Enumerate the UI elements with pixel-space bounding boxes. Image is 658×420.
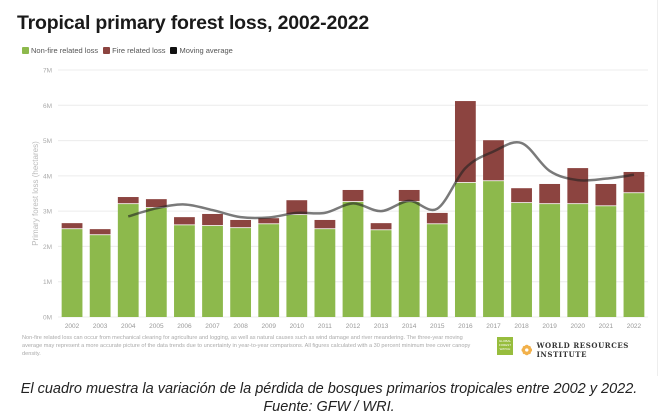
y-tick-label: 0M <box>43 315 52 322</box>
bar-non-fire <box>370 230 392 317</box>
caption: El cuadro muestra la variación de la pér… <box>0 380 658 416</box>
y-tick-label: 1M <box>43 279 52 286</box>
bar-fire <box>258 218 280 224</box>
y-tick-label: 5M <box>43 138 52 145</box>
bar-fire <box>623 171 645 193</box>
bar-fire <box>454 101 476 183</box>
bar-non-fire <box>511 203 532 317</box>
x-tick-label: 2007 <box>205 323 220 330</box>
x-tick-label: 2009 <box>261 323 276 330</box>
y-tick-label: 4M <box>43 173 52 180</box>
bar-fire <box>286 200 308 215</box>
bar-non-fire <box>145 207 167 317</box>
bar-fire <box>567 168 589 204</box>
legend-item-fire: Fire related loss <box>103 46 165 55</box>
y-tick-label: 6M <box>43 103 52 110</box>
bar-non-fire <box>623 193 645 317</box>
wri-text: WORLD RESOURCES INSTITUTE <box>536 341 629 359</box>
bar-non-fire <box>174 225 195 317</box>
bar-non-fire <box>539 204 561 317</box>
bar-fire <box>61 223 83 229</box>
bar-fire <box>145 199 167 208</box>
y-tick-label: 3M <box>43 209 52 216</box>
legend-item-moving-average: Moving average <box>170 46 233 55</box>
bar-fire <box>511 188 532 203</box>
y-axis-label: Primary forest loss (hectares) <box>31 141 40 246</box>
bar-non-fire <box>117 204 139 317</box>
gfw-logo: GLOBAL FOREST WATCH <box>497 337 513 355</box>
bar-fire <box>174 217 195 225</box>
x-tick-label: 2018 <box>514 323 529 330</box>
bar-fire <box>89 229 111 235</box>
chart-plot: 0M 1M 2M 3M 4M 5M 6M 7M Primary forest loss (hec… <box>31 68 648 330</box>
bar-fire <box>426 212 448 224</box>
x-tick-label: 2021 <box>599 323 614 330</box>
bar-non-fire <box>398 201 420 317</box>
x-tick-label: 2019 <box>542 323 557 330</box>
bar-non-fire <box>314 229 336 317</box>
x-tick-label: 2003 <box>93 323 108 330</box>
bar-non-fire <box>454 182 476 317</box>
x-tick-label: 2022 <box>627 323 642 330</box>
x-tick-label: 2013 <box>374 323 389 330</box>
x-tick-label: 2008 <box>233 323 248 330</box>
bar-fire <box>314 219 336 229</box>
bar-non-fire <box>258 224 280 317</box>
bar-non-fire <box>567 204 589 317</box>
bar-non-fire <box>230 228 252 317</box>
legend-swatch <box>22 47 29 54</box>
x-tick-label: 2011 <box>318 323 332 330</box>
bar-fire <box>117 197 139 204</box>
legend-label: Non-fire related loss <box>31 46 99 55</box>
legend-swatch <box>170 47 178 54</box>
wri-flower-icon <box>521 344 533 356</box>
x-tick-label: 2017 <box>486 323 501 330</box>
bar-non-fire <box>342 201 364 317</box>
bar-non-fire <box>202 225 223 317</box>
footnote: Non-fire related loss can occur from mec… <box>22 335 471 357</box>
x-tick-label: 2016 <box>458 323 473 330</box>
x-tick-label: 2015 <box>430 323 445 330</box>
caption-line-1: El cuadro muestra la variación de la pér… <box>20 381 638 397</box>
bar-fire <box>398 189 420 202</box>
bar-fire <box>202 213 223 226</box>
x-tick-label: 2005 <box>149 323 164 330</box>
bar-fire <box>595 183 617 206</box>
chart-title: Tropical primary forest loss, 2002-2022 <box>17 12 370 34</box>
bar-fire <box>483 140 504 181</box>
x-tick-label: 2014 <box>402 323 417 330</box>
x-tick-label: 2010 <box>290 323 305 330</box>
legend-label: Fire related loss <box>112 46 166 55</box>
chart-card: Tropical primary forest loss, 2002-2022 … <box>17 0 658 376</box>
legend-swatch <box>103 47 111 54</box>
y-tick-label: 2M <box>43 244 52 251</box>
bar-fire <box>539 183 561 204</box>
legend-item-non-fire: Non-fire related loss <box>22 46 98 55</box>
x-tick-label: 2012 <box>346 323 361 330</box>
bar-non-fire <box>286 215 308 317</box>
x-tick-label: 2020 <box>571 323 586 330</box>
y-tick-label: 7M <box>43 68 52 75</box>
bar-non-fire <box>61 229 83 317</box>
legend: Non-fire related loss Fire related loss … <box>22 46 233 55</box>
moving-average-line <box>127 141 635 220</box>
x-tick-label: 2006 <box>177 323 192 330</box>
bar-fire <box>342 189 364 202</box>
bar-fire <box>230 219 252 228</box>
bar-non-fire <box>426 224 448 317</box>
bar-fire <box>370 223 392 230</box>
bar-non-fire <box>483 181 504 317</box>
x-tick-label: 2004 <box>121 323 136 330</box>
caption-line-2: Fuente: GFW / WRI. <box>263 399 395 415</box>
x-tick-label: 2002 <box>65 323 80 330</box>
bar-non-fire <box>89 235 111 317</box>
legend-label: Moving average <box>179 46 233 55</box>
wri-logo: WORLD RESOURCES INSTITUTE <box>521 341 657 359</box>
bar-non-fire <box>595 206 617 317</box>
